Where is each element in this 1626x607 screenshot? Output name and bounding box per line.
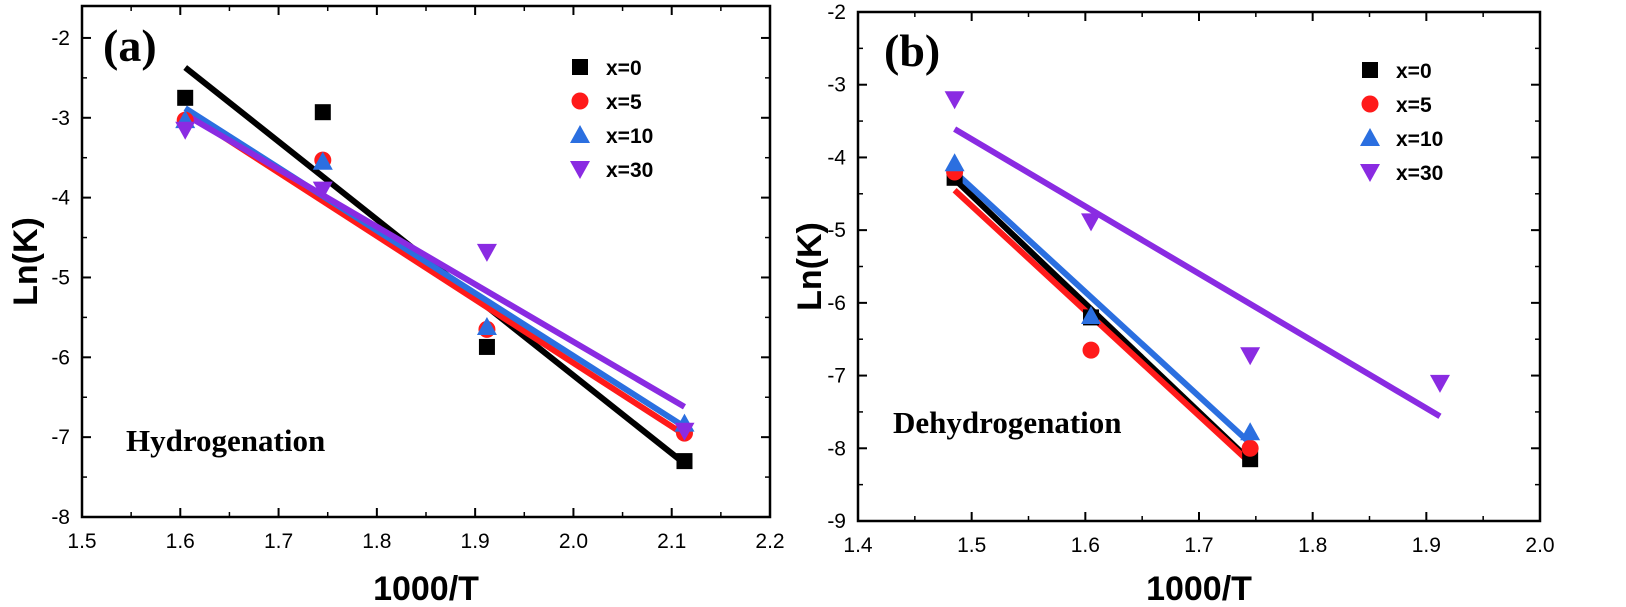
y-tick-label: -3 [827, 74, 846, 97]
x-tick-label: 1.7 [1184, 534, 1213, 557]
fit-line-x-30 [183, 111, 687, 410]
y-tick-label: -8 [51, 506, 70, 529]
x-tick-label: 2.0 [1525, 534, 1554, 557]
y-tick-label: -6 [827, 292, 846, 315]
legend-label: x=30 [606, 159, 653, 182]
legend-label: x=10 [1396, 128, 1443, 151]
legend-marker-x-10 [1360, 128, 1380, 146]
x-tick-label: 2.1 [657, 530, 686, 553]
annotation-label: Dehydrogenation [893, 405, 1122, 440]
x-tick-label: 1.6 [1071, 534, 1100, 557]
legend-label: x=30 [1396, 162, 1443, 185]
legend-marker-x-0 [572, 59, 588, 75]
y-tick-label: -7 [51, 426, 70, 449]
annotation-label: Hydrogenation [126, 423, 325, 458]
chart-panel-a: 1.5 1.6 1.7 1.8 1.9 2.0 2.1 2.2 -8 -7 -6 -5 -4 -3 -2 10… [7, 4, 785, 607]
data-point-x-30 [1081, 213, 1102, 232]
y-axis-title: Ln(K) [791, 222, 829, 311]
x-tick-label: 1.4 [843, 534, 873, 557]
y-tick-label: -4 [51, 187, 70, 210]
data-point-x-30 [1240, 347, 1261, 366]
x-tick-label: 2.0 [559, 530, 588, 553]
data-point-x-30 [476, 243, 497, 262]
data-point-x-30 [944, 91, 965, 110]
data-point-x-0 [177, 89, 194, 106]
legend-marker-x-30 [1360, 164, 1380, 182]
legend-marker-x-5 [1361, 95, 1379, 113]
y-tick-label: -8 [827, 437, 846, 460]
data-point-x-10 [1240, 422, 1261, 441]
data-point-x-10 [1081, 305, 1102, 324]
legend-label: x=0 [1396, 60, 1432, 83]
legend-label: x=0 [606, 57, 642, 80]
y-tick-label: -7 [827, 365, 846, 388]
panel-label: (a) [103, 20, 157, 71]
x-axis-title: 1000/T [1146, 570, 1252, 607]
y-tick-label: -3 [51, 107, 70, 130]
data-point-x-10 [476, 316, 497, 335]
fit-line-x-30 [953, 126, 1442, 419]
panel-label: (b) [884, 25, 940, 76]
legend-marker-x-10 [570, 125, 590, 143]
y-tick-label: -2 [51, 27, 70, 50]
data-point-x-30 [674, 422, 695, 441]
x-tick-label: 2.2 [755, 530, 784, 553]
legend-marker-x-5 [571, 92, 589, 110]
legend-label: x=5 [606, 91, 642, 114]
data-point-x-5 [1082, 341, 1100, 359]
x-tick-label: 1.9 [1412, 534, 1441, 557]
x-tick-label: 1.8 [1298, 534, 1327, 557]
legend-marker-x-30 [570, 161, 590, 179]
x-tick-label: 1.5 [957, 534, 986, 557]
x-tick-label: 1.9 [461, 530, 490, 553]
data-point-x-30 [312, 181, 333, 200]
legend-label: x=10 [606, 125, 653, 148]
x-axis-title: 1000/T [373, 570, 479, 607]
y-axis-title: Ln(K) [7, 217, 45, 306]
y-tick-label: -5 [51, 266, 70, 289]
x-tick-label: 1.5 [67, 530, 96, 553]
legend-marker-x-0 [1362, 62, 1378, 78]
data-point-x-30 [175, 121, 196, 140]
y-tick-label: -9 [827, 510, 846, 533]
data-point-x-0 [676, 453, 693, 470]
y-tick-label: -5 [827, 219, 846, 242]
x-tick-label: 1.6 [166, 530, 195, 553]
y-tick-label: -6 [51, 346, 70, 369]
x-tick-label: 1.8 [362, 530, 391, 553]
y-tick-label: -4 [827, 146, 846, 169]
data-point-x-10 [944, 153, 965, 172]
legend-label: x=5 [1396, 94, 1432, 117]
fit-line-x-5 [952, 187, 1253, 466]
data-point-x-30 [1429, 374, 1450, 393]
data-point-x-0 [314, 104, 331, 121]
data-point-x-0 [478, 338, 495, 355]
fit-line-x-10 [952, 169, 1253, 446]
y-tick-label: -2 [827, 1, 846, 24]
data-point-x-10 [312, 151, 333, 170]
x-tick-label: 1.7 [264, 530, 293, 553]
chart-panel-b: 1.4 1.5 1.6 1.7 1.8 1.9 2.0 -9 -8 -7 -6 -5 -4 -3 -2 100… [791, 1, 1555, 607]
plot-frame [856, 10, 1542, 523]
data-point-x-5 [1241, 439, 1259, 457]
